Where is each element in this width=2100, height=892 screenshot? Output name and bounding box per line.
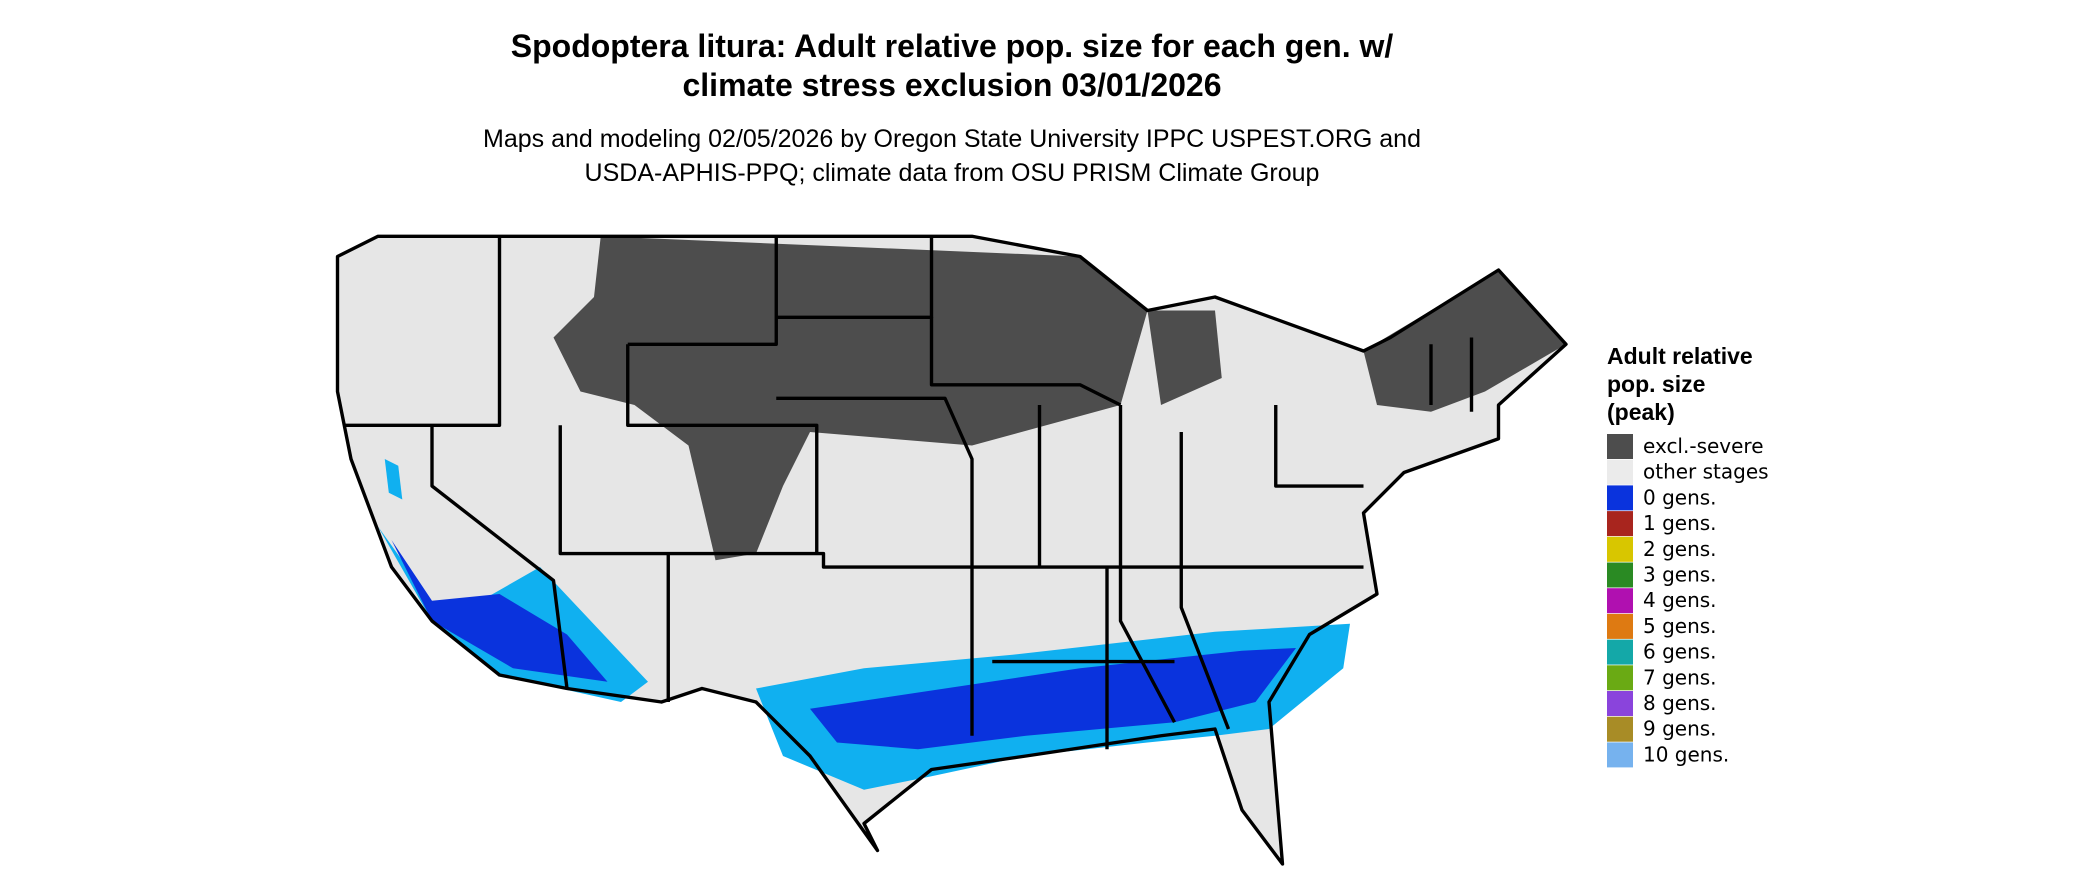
title-line: climate stress exclusion 03/01/2026 — [682, 67, 1221, 103]
legend-label: 8 gens. — [1643, 691, 1717, 715]
legend-swatch — [1607, 511, 1633, 537]
legend-label: 4 gens. — [1643, 588, 1717, 612]
excluded-region — [1147, 310, 1222, 405]
legend-label: 6 gens. — [1643, 640, 1717, 664]
legend-label: 0 gens. — [1643, 485, 1717, 509]
legend-swatch — [1607, 562, 1633, 588]
suitable-region-core — [810, 648, 1296, 750]
legend: Adult relative pop. size (peak) excl.-se… — [1607, 343, 1769, 768]
excluded-region — [1363, 270, 1566, 412]
legend-swatch — [1607, 691, 1633, 716]
legend-swatch — [1607, 639, 1633, 665]
legend-label: 3 gens. — [1643, 563, 1717, 587]
legend-label: 9 gens. — [1643, 717, 1717, 741]
suitable-region — [384, 459, 403, 500]
legend-label: 10 gens. — [1643, 742, 1729, 766]
legend-swatch — [1607, 459, 1633, 485]
legend-swatch — [1607, 588, 1633, 614]
legend-title: Adult relative — [1607, 343, 1753, 369]
map — [335, 234, 1568, 866]
legend-label: 7 gens. — [1643, 665, 1717, 689]
subtitle-line: USDA-APHIS-PPQ; climate data from OSU PR… — [585, 159, 1320, 187]
legend-swatch — [1607, 536, 1633, 562]
suitable-region-core — [391, 540, 608, 682]
subtitle-line: Maps and modeling 02/05/2026 by Oregon S… — [483, 125, 1421, 153]
legend-label: excl.-severe — [1643, 434, 1764, 458]
legend-title: pop. size — [1607, 371, 1705, 397]
legend-swatch — [1607, 613, 1633, 639]
legend-label: 5 gens. — [1643, 614, 1717, 638]
legend-swatch — [1607, 742, 1633, 768]
state-borders — [335, 234, 1568, 866]
legend-swatch — [1607, 716, 1633, 742]
title-line: Spodoptera litura: Adult relative pop. s… — [511, 28, 1394, 64]
legend-swatch — [1607, 434, 1633, 459]
legend-label: other stages — [1643, 460, 1769, 484]
legend-label: 2 gens. — [1643, 537, 1717, 561]
legend-title: (peak) — [1607, 399, 1675, 425]
legend-swatch — [1607, 485, 1633, 511]
legend-swatch — [1607, 665, 1633, 691]
legend-label: 1 gens. — [1643, 511, 1717, 535]
